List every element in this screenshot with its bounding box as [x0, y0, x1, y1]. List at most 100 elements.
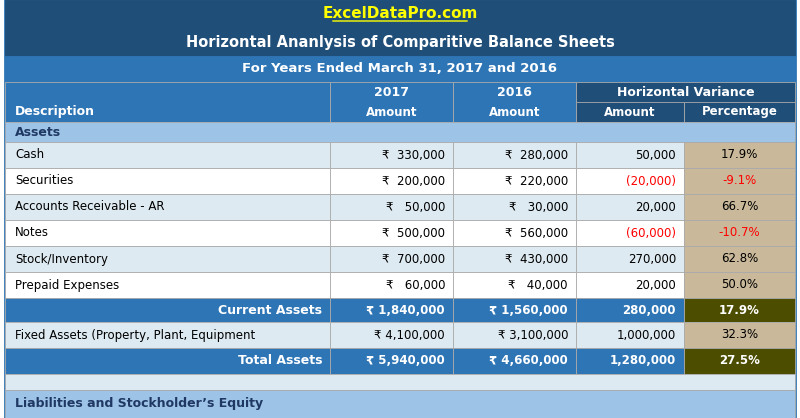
Bar [5, 56, 795, 82]
Bar [576, 102, 684, 122]
Text: (20,000): (20,000) [626, 174, 676, 188]
Bar [576, 348, 684, 374]
Bar [684, 220, 795, 246]
Bar [5, 142, 330, 168]
Bar [330, 168, 453, 194]
Bar [684, 272, 795, 298]
Bar [453, 322, 576, 348]
Text: Cash: Cash [15, 148, 44, 161]
Text: 17.9%: 17.9% [719, 303, 760, 316]
Text: ₹  220,000: ₹ 220,000 [505, 174, 568, 188]
Text: ₹ 4,660,000: ₹ 4,660,000 [490, 354, 568, 367]
Bar [5, 28, 795, 56]
Bar [330, 220, 453, 246]
Text: Horizontal Ananlysis of Comparitive Balance Sheets: Horizontal Ananlysis of Comparitive Bala… [186, 35, 614, 49]
Bar [330, 322, 453, 348]
Text: 270,000: 270,000 [628, 252, 676, 265]
Text: Total Assets: Total Assets [238, 354, 322, 367]
Bar [330, 298, 453, 322]
Bar [453, 82, 576, 122]
Bar [684, 298, 795, 322]
Bar [330, 82, 453, 122]
Text: 20,000: 20,000 [635, 278, 676, 291]
Text: Amount: Amount [366, 105, 418, 118]
Bar [330, 194, 453, 220]
Text: -9.1%: -9.1% [722, 174, 757, 188]
Bar [453, 194, 576, 220]
Text: 1,000,000: 1,000,000 [617, 329, 676, 342]
Bar [330, 246, 453, 272]
Bar [684, 246, 795, 272]
Text: ₹ 1,840,000: ₹ 1,840,000 [366, 303, 445, 316]
Bar [5, 298, 330, 322]
Text: Horizontal Variance: Horizontal Variance [617, 86, 754, 99]
Text: Current Assets: Current Assets [218, 303, 322, 316]
Text: Percentage: Percentage [702, 105, 778, 118]
Text: Fixed Assets (Property, Plant, Equipment: Fixed Assets (Property, Plant, Equipment [15, 329, 255, 342]
Bar [576, 272, 684, 298]
Bar [684, 102, 795, 122]
Text: 27.5%: 27.5% [719, 354, 760, 367]
Text: ₹  280,000: ₹ 280,000 [505, 148, 568, 161]
Text: ₹   50,000: ₹ 50,000 [386, 201, 445, 214]
Text: 17.9%: 17.9% [721, 148, 758, 161]
Bar [576, 220, 684, 246]
Bar [453, 272, 576, 298]
Text: ₹ 4,100,000: ₹ 4,100,000 [374, 329, 445, 342]
Text: ₹ 5,940,000: ₹ 5,940,000 [366, 354, 445, 367]
Bar [576, 82, 795, 122]
Bar [453, 348, 576, 374]
Bar [684, 168, 795, 194]
Text: Assets: Assets [15, 125, 61, 138]
Text: Description: Description [15, 105, 95, 118]
Text: 66.7%: 66.7% [721, 201, 758, 214]
Text: ₹   40,000: ₹ 40,000 [509, 278, 568, 291]
Text: 62.8%: 62.8% [721, 252, 758, 265]
Text: ₹  560,000: ₹ 560,000 [505, 227, 568, 240]
Text: 20,000: 20,000 [635, 201, 676, 214]
Text: Liabilities and Stockholder’s Equity: Liabilities and Stockholder’s Equity [15, 398, 263, 410]
Bar [330, 142, 453, 168]
Bar [5, 322, 330, 348]
Bar [453, 298, 576, 322]
Text: ₹   30,000: ₹ 30,000 [509, 201, 568, 214]
Bar [453, 168, 576, 194]
Text: 32.3%: 32.3% [721, 329, 758, 342]
Bar [5, 374, 795, 390]
Bar [5, 194, 330, 220]
Text: Amount: Amount [604, 105, 656, 118]
Bar [576, 298, 684, 322]
Bar [5, 0, 795, 28]
Bar [684, 348, 795, 374]
Bar [330, 348, 453, 374]
Bar [576, 322, 684, 348]
Bar [5, 246, 330, 272]
Bar [5, 390, 795, 418]
Bar [576, 168, 684, 194]
Text: 280,000: 280,000 [622, 303, 676, 316]
Bar [684, 142, 795, 168]
Bar [5, 272, 330, 298]
Text: ExcelDataPro.com: ExcelDataPro.com [322, 7, 478, 21]
Text: ₹  430,000: ₹ 430,000 [505, 252, 568, 265]
Bar [576, 246, 684, 272]
Text: Stock/Inventory: Stock/Inventory [15, 252, 108, 265]
Text: For Years Ended March 31, 2017 and 2016: For Years Ended March 31, 2017 and 2016 [242, 63, 558, 76]
Bar [453, 142, 576, 168]
Bar [5, 168, 330, 194]
Bar [684, 322, 795, 348]
Bar [5, 220, 330, 246]
Text: 50,000: 50,000 [635, 148, 676, 161]
Text: (60,000): (60,000) [626, 227, 676, 240]
Text: ₹ 1,560,000: ₹ 1,560,000 [490, 303, 568, 316]
Text: Prepaid Expenses: Prepaid Expenses [15, 278, 119, 291]
Text: ₹  700,000: ₹ 700,000 [382, 252, 445, 265]
Text: 50.0%: 50.0% [721, 278, 758, 291]
Text: 2017: 2017 [374, 86, 409, 99]
Text: ₹ 3,100,000: ₹ 3,100,000 [498, 329, 568, 342]
Bar [5, 82, 330, 122]
Bar [576, 142, 684, 168]
Bar [453, 220, 576, 246]
Bar [5, 348, 330, 374]
Bar [576, 194, 684, 220]
